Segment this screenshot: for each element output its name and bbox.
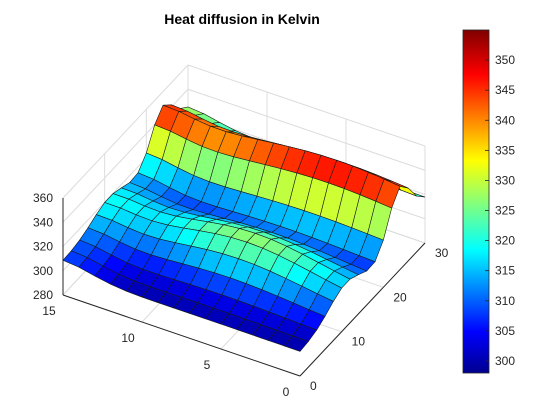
grid-line [187, 64, 426, 147]
y-tick-label: 5 [204, 358, 211, 372]
colorbar-tick-label: 315 [495, 264, 515, 278]
y-tick-label: 15 [42, 304, 56, 318]
chart-title: Heat diffusion in Kelvin [164, 11, 320, 27]
y-tick-label: 10 [121, 331, 135, 345]
grid-line [187, 88, 426, 171]
surface-patch [283, 335, 309, 352]
grid-line [62, 64, 189, 199]
x-tick-label: 0 [310, 379, 317, 393]
z-tick-label: 300 [33, 264, 53, 278]
colorbar-tick-label: 325 [495, 204, 515, 218]
x-tick-label: 20 [393, 290, 407, 304]
x-axis-line [299, 242, 426, 377]
x-tick-label: 10 [352, 335, 366, 349]
z-tick-label: 280 [33, 288, 53, 302]
x-tick-label: 30 [435, 246, 449, 260]
colorbar-tick-label: 340 [495, 113, 515, 127]
colorbar-tick-label: 330 [495, 173, 515, 187]
y-axis-line [62, 294, 301, 377]
z-tick-label: 320 [33, 240, 53, 254]
y-tick-label: 0 [283, 385, 290, 399]
colorbar-bar [462, 29, 490, 374]
colorbar-tick-label: 335 [495, 143, 515, 157]
colorbar-tick-label: 300 [495, 354, 515, 368]
colorbar-tick-label: 310 [495, 294, 515, 308]
surface-plot [62, 104, 426, 352]
colorbar-tick-label: 305 [495, 324, 515, 338]
z-tick-label: 360 [33, 191, 53, 205]
colorbar-tick-label: 320 [495, 234, 515, 248]
colorbar-tick-label: 350 [495, 53, 515, 67]
colorbar: 300 305 310 315 320 325 330 335 340 345 350 [462, 29, 515, 374]
colorbar-tick-label: 345 [495, 83, 515, 97]
z-tick-label: 340 [33, 215, 53, 229]
